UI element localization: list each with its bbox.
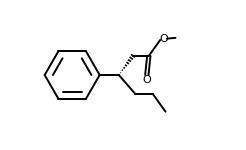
Text: O: O (142, 75, 151, 85)
Text: O: O (159, 34, 168, 44)
